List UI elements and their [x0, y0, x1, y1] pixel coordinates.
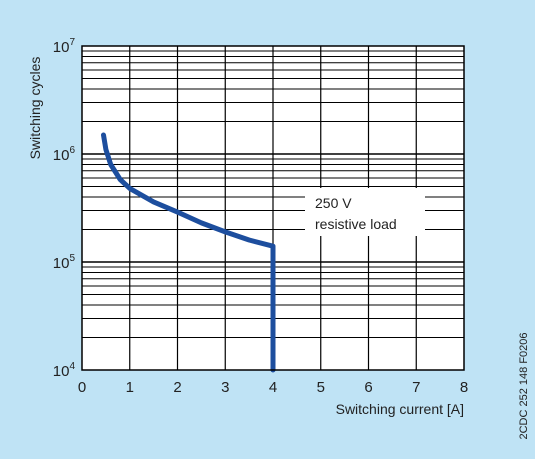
x-tick-label: 6	[364, 379, 372, 396]
annotation-box: 250 V resistive load	[305, 188, 425, 236]
annotation-background	[305, 188, 425, 236]
series-layer	[101, 132, 276, 373]
x-axis-label: Switching current [A]	[336, 401, 464, 417]
x-tick-labels: 0 1 2 3 4 5 6 7 8	[78, 379, 468, 396]
x-tick-label: 0	[78, 379, 86, 396]
x-tick-label: 3	[221, 379, 229, 396]
y-tick-label: 107	[53, 37, 76, 56]
x-tick-label: 2	[173, 379, 181, 396]
y-tick-label: 106	[53, 145, 76, 164]
series-line	[101, 132, 276, 373]
x-tick-label: 7	[412, 379, 420, 396]
y-tick-label: 104	[53, 361, 76, 380]
x-tick-label: 1	[126, 379, 134, 396]
y-tick-label: 105	[53, 253, 76, 272]
x-tick-label: 5	[317, 379, 325, 396]
y-tick-labels: 104 105 106 107	[53, 37, 76, 380]
x-tick-label: 4	[269, 379, 277, 396]
document-code: 2CDC 252 148 F0206	[518, 332, 530, 439]
y-axis-label: Switching cycles	[27, 57, 43, 160]
annotation-line-1: 250 V	[315, 195, 352, 211]
annotation-line-2: resistive load	[315, 216, 397, 232]
plot-frame	[81, 45, 465, 371]
x-tick-label: 8	[460, 379, 468, 396]
